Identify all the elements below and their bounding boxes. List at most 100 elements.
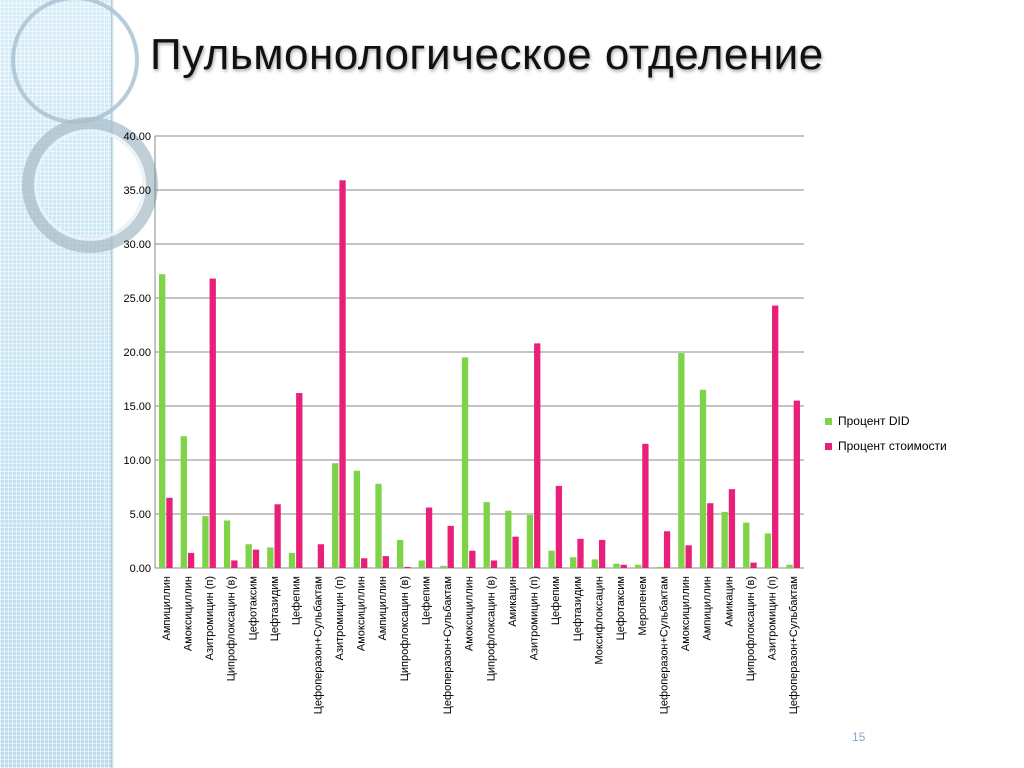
legend-label: Процент стоимости	[838, 439, 947, 453]
x-category-label: Амоксициллин	[464, 576, 476, 651]
x-category-label: Ампициллин	[161, 576, 173, 641]
y-tick-label: 30.00	[123, 239, 151, 251]
bar-did	[526, 515, 534, 568]
bar-cost	[469, 550, 476, 568]
bar-cost	[490, 560, 498, 568]
x-category-label: Амикацин	[507, 576, 519, 627]
bar-did	[764, 533, 772, 568]
x-category-label: Цефотаксим	[247, 576, 259, 640]
x-category-label: Ампициллин	[377, 576, 389, 641]
y-tick-label: 5.00	[130, 509, 151, 521]
legend-swatch	[825, 418, 832, 425]
y-tick-label: 25.00	[123, 293, 151, 305]
x-category-label: Ципрофлоксацин (в)	[745, 576, 757, 681]
bar-did	[288, 552, 296, 568]
x-category-label: Азитромицин (п)	[767, 576, 779, 660]
bar-cost	[750, 562, 757, 568]
bar-did	[678, 353, 685, 568]
decorative-rings	[11, 0, 158, 253]
x-category-label: Амикацин	[723, 576, 735, 627]
bar-did	[245, 544, 252, 568]
page-number: 15	[852, 730, 866, 744]
x-category-label: Ципрофлоксацин (в)	[226, 576, 238, 681]
x-category-label: Азитромицин (п)	[334, 576, 346, 660]
bar-cost	[577, 538, 584, 568]
bar-did	[505, 510, 512, 568]
bar-did	[483, 502, 490, 568]
y-tick-label: 10.00	[123, 455, 151, 467]
y-tick-label: 35.00	[123, 185, 151, 197]
x-category-label: Азитромицин (п)	[529, 576, 541, 660]
legend-swatch	[825, 443, 832, 450]
decorative-ring-lower	[22, 117, 158, 253]
bar-cost	[772, 305, 779, 568]
x-category-label: Цефепим	[550, 576, 562, 625]
bar-did	[721, 511, 728, 568]
x-category-label: Цефоперазон+Сульбактам	[658, 576, 670, 714]
bar-cost	[274, 504, 281, 568]
bar-did	[743, 522, 750, 568]
x-category-label: Азитромицин (п)	[204, 576, 216, 660]
bar-did	[786, 564, 793, 568]
x-category-label: Ципрофлоксацин (в)	[485, 576, 497, 681]
legend-label: Процент DID	[838, 414, 910, 428]
bar-cost	[598, 539, 606, 568]
bar-cost	[382, 556, 389, 568]
y-tick-label: 20.00	[123, 347, 151, 359]
bar-did	[591, 559, 598, 568]
bar-did	[375, 483, 382, 568]
bar-cost	[209, 278, 216, 568]
x-category-label: Цефепим	[420, 576, 432, 625]
bar-cost	[361, 558, 368, 568]
x-category-label: Ампициллин	[702, 576, 714, 641]
x-category-label: Меропенем	[637, 576, 649, 635]
bar-cost	[793, 400, 800, 568]
bar-did	[223, 520, 231, 568]
y-tick-label: 15.00	[123, 401, 151, 413]
bar-cost	[555, 485, 563, 568]
bar-did	[613, 563, 620, 568]
bar-cost	[663, 531, 671, 568]
bar-cost	[642, 443, 649, 568]
bar-did	[440, 565, 447, 568]
bar-cost	[231, 560, 238, 568]
bar-did	[418, 560, 425, 568]
side-panel-edge	[111, 0, 114, 768]
bar-cost	[685, 545, 692, 568]
bar-cost	[707, 503, 714, 568]
bar-cost	[728, 489, 736, 568]
bar-cost	[252, 549, 260, 568]
x-category-label: Амоксициллин	[356, 576, 368, 651]
y-tick-label: 0.00	[130, 563, 151, 575]
x-category-label: Цефтазидим	[269, 576, 281, 641]
bar-cost	[512, 536, 519, 568]
bar-did	[656, 566, 663, 568]
bar-cost	[620, 564, 627, 568]
bar-cost	[339, 180, 346, 568]
bar-cost	[534, 343, 541, 568]
bar-cost	[187, 552, 195, 568]
x-category-label: Цефотаксим	[615, 576, 627, 640]
bar-did	[570, 557, 577, 568]
x-category-label: Ципрофлоксацин (в)	[399, 576, 411, 681]
y-tick-label: 40.00	[123, 131, 151, 143]
x-category-label: Моксифлоксацин	[593, 576, 605, 665]
decorative-ring-lower-inner	[34, 129, 146, 241]
bar-cost	[166, 497, 173, 568]
bar-did	[634, 564, 642, 568]
x-category-label: Цефоперазон+Сульбактам	[442, 576, 454, 714]
bar-did	[267, 547, 274, 568]
bar-did	[461, 357, 469, 568]
bar-cost	[404, 566, 411, 568]
bar-did	[353, 470, 361, 568]
bar-cost	[317, 544, 325, 568]
slide-title: Пульмонологическое отделение	[150, 30, 824, 79]
x-category-label: Амоксициллин	[680, 576, 692, 651]
bar-did	[180, 436, 187, 568]
bar-did	[699, 389, 707, 568]
x-category-label: Амоксициллин	[182, 576, 194, 651]
bar-did	[159, 274, 166, 568]
bar-cost	[296, 393, 303, 568]
bar-did	[396, 539, 404, 568]
